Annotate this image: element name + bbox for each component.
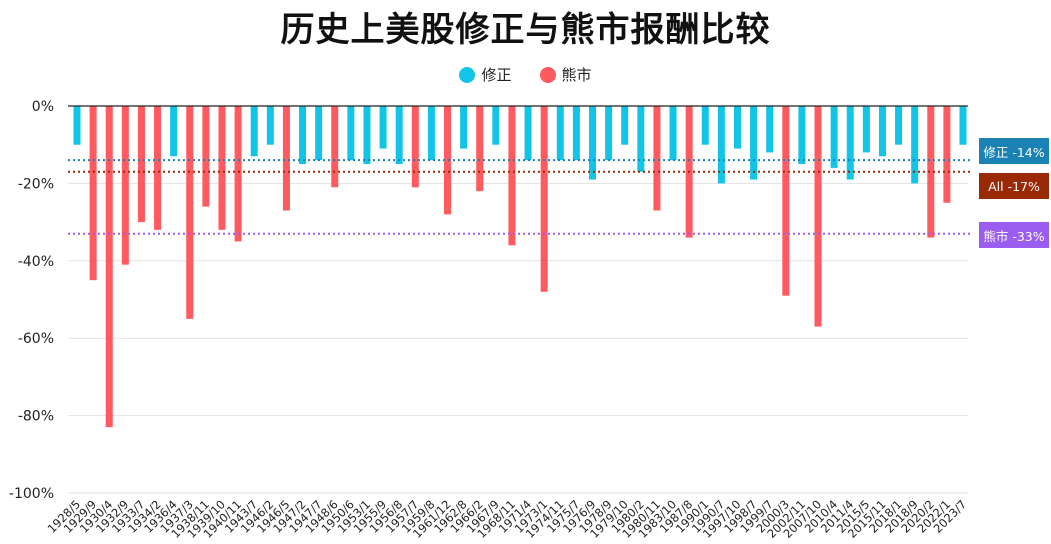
bar [154,106,162,230]
bar [460,106,468,149]
bar [669,106,677,161]
bar [282,106,290,211]
bar [492,106,500,145]
bar [202,106,210,207]
bar [379,106,387,149]
y-tick-label: -40% [18,254,54,270]
bar [347,106,355,161]
bar [701,106,709,145]
bar [846,106,854,180]
bar [331,106,339,188]
bar [878,106,886,157]
bar [363,106,371,165]
bar [299,106,307,165]
bar [524,106,532,161]
bar [121,106,129,265]
bar [605,106,613,161]
bar [653,106,661,211]
legend-item-bear-market[interactable]: 熊市 [539,64,592,85]
bar [540,106,548,292]
y-tick-label: -20% [18,176,54,192]
bar [89,106,97,281]
bar [750,106,758,180]
bar [782,106,790,296]
y-tick-label: -100% [9,486,54,502]
legend-label-bear-market: 熊市 [561,66,592,84]
y-tick-label: -80% [18,409,54,425]
bar [766,106,774,153]
legend-item-correction[interactable]: 修正 [459,64,512,85]
bar [798,106,806,165]
bar [476,106,484,192]
bar [911,106,919,184]
y-tick-label: 0% [32,99,54,115]
bar [927,106,935,238]
bar [105,106,113,428]
bar [411,106,419,188]
reference-badge: All -17% [979,173,1049,199]
bar [508,106,516,246]
bar [250,106,258,157]
legend-label-correction: 修正 [481,66,512,84]
bar [234,106,242,242]
bar [315,106,323,161]
y-tick-label: -60% [18,331,54,347]
bar [73,106,81,145]
bar [959,106,967,145]
legend: 修正 熊市 [0,64,1051,85]
bar [137,106,145,223]
bar [427,106,435,161]
bar [895,106,903,145]
bar [266,106,274,145]
legend-dot-bear-market [539,66,556,83]
bar [621,106,629,145]
bar [572,106,580,161]
bar [862,106,870,153]
reference-badge: 修正 -14% [979,138,1049,164]
bar [395,106,403,165]
bar [444,106,452,215]
bar [186,106,194,319]
bar [733,106,741,149]
bar [588,106,596,180]
bar [218,106,226,230]
bar [556,106,564,161]
bar [637,106,645,172]
bar [814,106,822,327]
bar [170,106,178,157]
bar [943,106,951,203]
bar [717,106,725,184]
legend-dot-correction [459,66,476,83]
reference-badge: 熊市 -33% [979,222,1049,248]
chart-title: 历史上美股修正与熊市报酬比较 [280,10,771,50]
bar [830,106,838,168]
